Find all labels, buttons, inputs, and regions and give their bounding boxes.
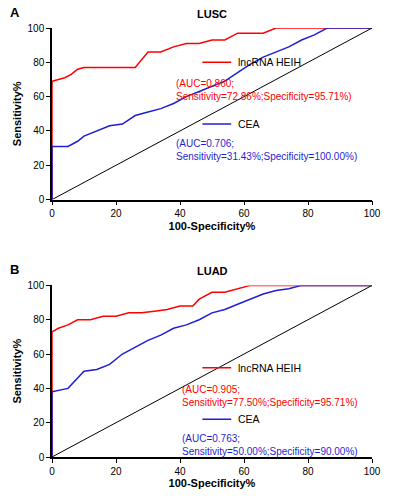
svg-text:LUAD: LUAD bbox=[197, 265, 228, 277]
svg-text:(AUC=0.706;Sensitivity=31.43%;: (AUC=0.706;Sensitivity=31.43%;Specificit… bbox=[176, 138, 357, 162]
svg-text:Sensitivity%: Sensitivity% bbox=[11, 81, 23, 146]
svg-text:Sensitivity%: Sensitivity% bbox=[11, 339, 23, 404]
svg-text:(AUC=0.763;Sensitivity=50.00%;: (AUC=0.763;Sensitivity=50.00%;Specificit… bbox=[182, 433, 358, 457]
svg-text:CEA: CEA bbox=[238, 118, 260, 130]
svg-text:100: 100 bbox=[28, 280, 45, 291]
svg-text:0: 0 bbox=[49, 466, 55, 477]
svg-text:40: 40 bbox=[33, 383, 45, 394]
svg-text:60: 60 bbox=[238, 466, 250, 477]
svg-text:0: 0 bbox=[39, 452, 45, 463]
svg-text:0: 0 bbox=[49, 208, 55, 219]
svg-text:60: 60 bbox=[33, 349, 45, 360]
svg-text:(AUC=0.905;Sensitivity=77.50%;: (AUC=0.905;Sensitivity=77.50%;Specificit… bbox=[182, 384, 358, 408]
svg-text:100-Specificity%: 100-Specificity% bbox=[169, 477, 256, 489]
svg-text:80: 80 bbox=[33, 314, 45, 325]
svg-text:80: 80 bbox=[302, 466, 314, 477]
svg-text:60: 60 bbox=[238, 208, 250, 219]
svg-text:80: 80 bbox=[302, 208, 314, 219]
svg-text:20: 20 bbox=[33, 160, 45, 171]
svg-text:20: 20 bbox=[110, 466, 122, 477]
svg-text:40: 40 bbox=[33, 125, 45, 136]
svg-text:lncRNA HEIH: lncRNA HEIH bbox=[238, 56, 301, 68]
svg-text:100: 100 bbox=[28, 23, 45, 34]
svg-text:(AUC=0.860;Sensitivity=72.86%;: (AUC=0.860;Sensitivity=72.86%;Specificit… bbox=[176, 78, 352, 102]
svg-text:lncRNA HEIH: lncRNA HEIH bbox=[238, 362, 301, 374]
svg-text:B: B bbox=[10, 262, 19, 277]
svg-text:20: 20 bbox=[110, 208, 122, 219]
svg-text:100-Specificity%: 100-Specificity% bbox=[169, 220, 256, 232]
svg-text:100: 100 bbox=[364, 466, 381, 477]
svg-text:CEA: CEA bbox=[238, 413, 260, 425]
svg-text:20: 20 bbox=[33, 417, 45, 428]
svg-text:40: 40 bbox=[174, 466, 186, 477]
svg-text:100: 100 bbox=[364, 208, 381, 219]
svg-text:40: 40 bbox=[174, 208, 186, 219]
svg-text:A: A bbox=[10, 5, 20, 20]
svg-text:80: 80 bbox=[33, 57, 45, 68]
svg-text:0: 0 bbox=[39, 194, 45, 205]
svg-text:LUSC: LUSC bbox=[197, 8, 227, 20]
svg-text:60: 60 bbox=[33, 91, 45, 102]
